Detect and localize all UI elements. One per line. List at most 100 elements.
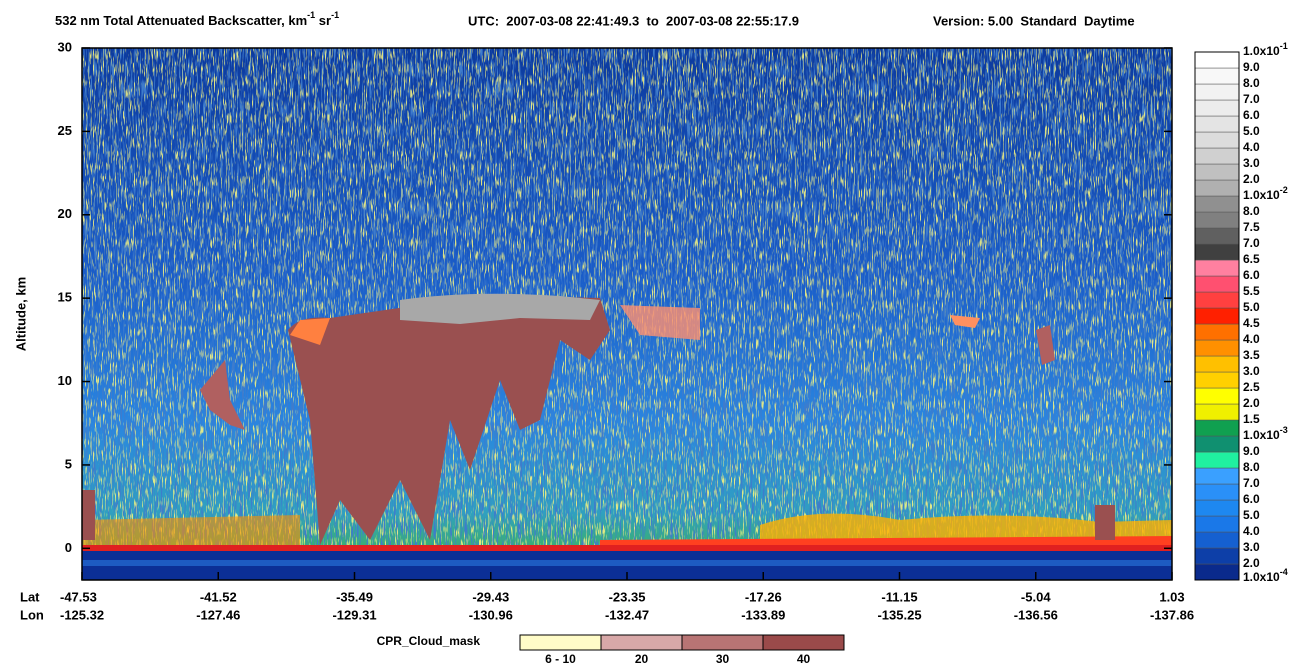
lon-tick-label: -133.89 (741, 607, 785, 622)
colorbar-label-base: 2.0 (1243, 396, 1260, 410)
colorbar-swatch (1194, 403, 1240, 421)
title-text: 532 nm Total Attenuated Backscatter, km (55, 13, 307, 28)
colorbar-swatch (1194, 451, 1240, 469)
colorbar-swatch (1194, 275, 1240, 293)
cloud-mask-label: 40 (797, 652, 811, 666)
colorbar-label: 1.5 (1243, 412, 1260, 426)
colorbar-swatch (1194, 419, 1240, 437)
lon-tick-label: -129.31 (332, 607, 376, 622)
lat-tick-label: -17.26 (745, 589, 782, 604)
cloud-mask-title: CPR_Cloud_mask (377, 634, 481, 648)
colorbar-label-exp: -3 (1280, 425, 1288, 435)
colorbar-label-base: 4.0 (1243, 332, 1260, 346)
colorbar-label-base: 5.0 (1243, 300, 1260, 314)
y-tick-label: 10 (58, 373, 72, 388)
colorbar-swatch (1194, 371, 1240, 389)
colorbar-swatch (1194, 195, 1240, 213)
colorbar-label: 1.0x10-2 (1243, 185, 1288, 202)
colorbar-swatch (1194, 83, 1240, 101)
title-unit: sr (315, 13, 331, 28)
colorbar-label-base: 5.5 (1243, 284, 1260, 298)
colorbar-label: 2.0 (1243, 172, 1260, 186)
colorbar-swatch (1194, 339, 1240, 357)
y-tick-label: 30 (58, 39, 72, 54)
colorbar-label: 1.0x10-4 (1243, 567, 1288, 584)
colorbar-swatch (1194, 499, 1240, 517)
colorbar-swatch (1194, 483, 1240, 501)
cloud-mask-label: 20 (635, 652, 649, 666)
colorbar-label-base: 2.0 (1243, 172, 1260, 186)
colorbar-label-base: 1.0x10 (1243, 44, 1280, 58)
y-tick-label: 5 (65, 456, 72, 471)
y-axis-label: Altitude, km (13, 277, 28, 351)
colorbar-label-base: 7.5 (1243, 220, 1260, 234)
colorbar-label: 8.0 (1243, 460, 1260, 474)
cloud-mask-swatch (600, 634, 683, 651)
y-tick-label: 15 (58, 290, 72, 305)
colorbar-swatch (1194, 323, 1240, 341)
colorbar-label: 6.0 (1243, 108, 1260, 122)
colorbar-label: 5.5 (1243, 284, 1260, 298)
colorbar-swatch (1194, 115, 1240, 133)
colorbar-swatch (1194, 563, 1240, 581)
lon-tick-label: -136.56 (1014, 607, 1058, 622)
colorbar-label: 5.0 (1243, 124, 1260, 138)
colorbar-swatch (1194, 99, 1240, 117)
lat-tick-label: -29.43 (472, 589, 509, 604)
colorbar-label-base: 5.0 (1243, 124, 1260, 138)
colorbar-label: 9.0 (1243, 60, 1260, 74)
colorbar-label: 3.5 (1243, 348, 1260, 362)
colorbar-label: 2.5 (1243, 380, 1260, 394)
colorbar-swatch (1194, 147, 1240, 165)
colorbar-frame (1194, 51, 1240, 581)
cloud-mask-label: 30 (716, 652, 730, 666)
colorbar-label: 8.0 (1243, 76, 1260, 90)
colorbar-label-base: 2.5 (1243, 380, 1260, 394)
colorbar-label-base: 4.0 (1243, 524, 1260, 538)
colorbar-label-base: 1.0x10 (1243, 188, 1280, 202)
colorbar-swatch (1194, 467, 1240, 485)
colorbar-label: 7.5 (1243, 220, 1260, 234)
colorbar-label: 3.0 (1243, 156, 1260, 170)
utc-range: UTC: 2007-03-08 22:41:49.3 to 2007-03-08… (468, 13, 799, 28)
colorbar-label: 6.5 (1243, 252, 1260, 266)
lat-tick-label: -47.53 (60, 589, 97, 604)
title-exp: -1 (331, 10, 339, 20)
colorbar-label-base: 7.0 (1243, 476, 1260, 490)
colorbar-label-base: 1.5 (1243, 412, 1260, 426)
colorbar-label-exp: -4 (1280, 567, 1288, 577)
colorbar-label: 4.0 (1243, 332, 1260, 346)
colorbar-label-base: 3.5 (1243, 348, 1260, 362)
colorbar-label-base: 1.0x10 (1243, 428, 1280, 442)
colorbar-swatch (1194, 531, 1240, 549)
colorbar-label: 2.0 (1243, 556, 1260, 570)
colorbar-label-base: 4.5 (1243, 316, 1260, 330)
colorbar-label: 3.0 (1243, 540, 1260, 554)
colorbar-label: 1.0x10-1 (1243, 41, 1288, 58)
lat-tick-label: -35.49 (336, 589, 373, 604)
colorbar-swatch (1194, 211, 1240, 229)
plot-field (82, 48, 1172, 580)
chart-title: 532 nm Total Attenuated Backscatter, km -… (55, 10, 339, 28)
colorbar-swatch (1194, 291, 1240, 309)
colorbar-label-exp: -2 (1280, 185, 1288, 195)
colorbar-swatch (1194, 435, 1240, 453)
cloud-mask-swatch (762, 634, 845, 651)
colorbar-label: 2.0 (1243, 396, 1260, 410)
colorbar-label: 4.5 (1243, 316, 1260, 330)
colorbar-label-base: 6.5 (1243, 252, 1260, 266)
colorbar-label: 5.0 (1243, 300, 1260, 314)
lon-tick-label: -125.32 (60, 607, 104, 622)
colorbar-label-base: 7.0 (1243, 236, 1260, 250)
colorbar-label-base: 9.0 (1243, 60, 1260, 74)
colorbar-swatch (1194, 355, 1240, 373)
lat-tick-label: -41.52 (200, 589, 237, 604)
colorbar-label-base: 8.0 (1243, 76, 1260, 90)
lat-tick-label: 1.03 (1159, 589, 1184, 604)
colorbar-swatch (1194, 163, 1240, 181)
colorbar-swatch (1194, 243, 1240, 261)
colorbar-label: 1.0x10-3 (1243, 425, 1288, 442)
colorbar-label: 4.0 (1243, 524, 1260, 538)
lon-tick-label: -127.46 (196, 607, 240, 622)
lon-tick-label: -132.47 (605, 607, 649, 622)
